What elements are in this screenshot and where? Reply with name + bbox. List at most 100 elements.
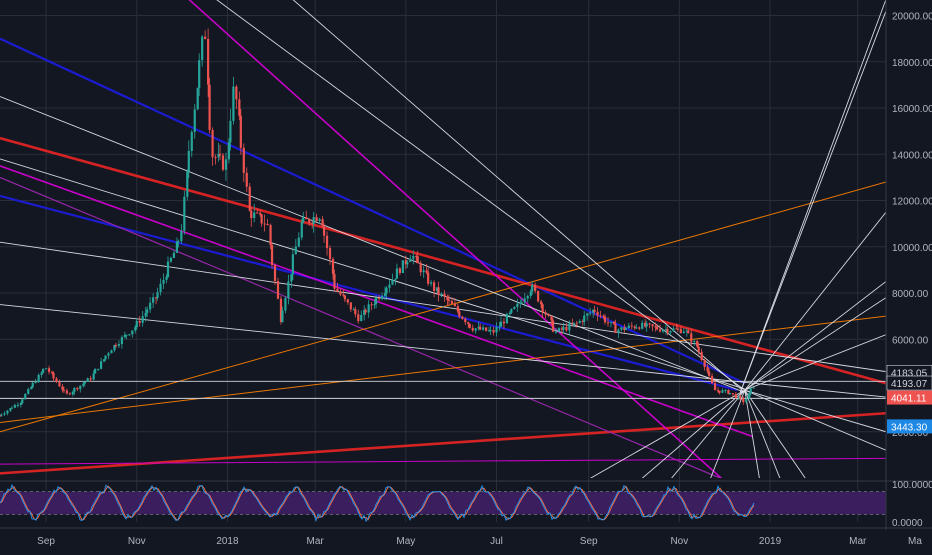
candle-body: [596, 311, 599, 316]
candle-body: [34, 382, 37, 384]
candle-body: [693, 340, 696, 342]
candle-body: [134, 327, 137, 331]
candle-body: [172, 252, 176, 258]
candle-body: [325, 235, 329, 249]
candle-body: [99, 361, 103, 369]
candle-body: [266, 223, 269, 225]
candle-body: [502, 321, 506, 324]
candle-body: [227, 142, 231, 160]
candle-body: [82, 383, 85, 386]
trendline: [188, 0, 723, 478]
candle-body: [193, 109, 196, 132]
candle-body: [658, 329, 662, 332]
candle-body: [456, 306, 459, 312]
y-tick-label: 10000.00: [892, 243, 932, 254]
x-tick-label: May: [396, 536, 415, 547]
candle-body: [724, 390, 727, 392]
candle-body: [624, 328, 627, 330]
candle-body: [269, 224, 272, 246]
candle-body: [721, 390, 724, 393]
candle-body: [638, 327, 641, 329]
trendline: [641, 389, 746, 478]
candle-body: [180, 230, 183, 242]
candle-body: [65, 390, 68, 394]
candle-body: [581, 321, 584, 323]
candle-body: [687, 330, 690, 334]
x-tick-label: Mar: [849, 536, 867, 547]
candle-body: [690, 333, 693, 342]
candle-body: [602, 315, 605, 317]
candle-body: [633, 326, 636, 329]
candle-body: [401, 260, 404, 274]
candle-body: [388, 284, 391, 288]
candle-body: [62, 389, 66, 391]
candle-body: [508, 312, 511, 315]
price-label: 3443.30: [891, 422, 928, 433]
candle-body: [352, 309, 355, 311]
candle-body: [467, 322, 470, 324]
candle-body: [583, 315, 586, 322]
candle-body: [297, 237, 300, 247]
candle-body: [565, 327, 568, 331]
candle-body: [679, 328, 682, 333]
candle-body: [218, 153, 222, 156]
candle-body: [68, 393, 71, 395]
candle-body: [342, 294, 345, 296]
candle-body: [360, 314, 363, 322]
candle-body: [485, 327, 488, 331]
price-label-box: [887, 419, 932, 434]
candle-body: [201, 36, 204, 61]
candle-body: [287, 281, 290, 299]
trendline: [589, 389, 745, 478]
candle-body: [305, 217, 308, 220]
candle-body: [44, 368, 48, 370]
candle-body: [529, 291, 532, 296]
candle-body: [645, 323, 648, 327]
trendline: [216, 0, 746, 391]
candle-body: [575, 322, 578, 324]
candle-body: [245, 172, 248, 187]
candle-body: [464, 318, 467, 323]
candle-body: [9, 408, 12, 411]
candle-body: [40, 372, 43, 375]
candle-body: [537, 291, 540, 302]
trendline: [744, 390, 760, 478]
candle-body: [550, 315, 553, 321]
candle-body: [239, 115, 242, 148]
candle-body: [554, 331, 558, 333]
candlesticks: [0, 28, 755, 417]
x-tick-label: Ma: [908, 536, 922, 547]
candle-body: [154, 297, 158, 299]
trendline: [0, 37, 746, 385]
candle-body: [284, 298, 287, 311]
candle-body: [37, 374, 40, 383]
candle-body: [489, 330, 492, 332]
candle-body: [739, 396, 742, 399]
trendline: [0, 457, 886, 465]
candle-body: [120, 337, 123, 345]
y-tick-label: 14000.00: [892, 150, 932, 161]
candle-body: [617, 329, 620, 333]
candle-body: [156, 292, 159, 298]
candle-body: [149, 302, 152, 310]
candle-body: [146, 309, 149, 313]
candle-body: [425, 270, 428, 273]
candle-body: [487, 330, 491, 332]
trendline: [0, 136, 886, 385]
candle-body: [728, 393, 732, 395]
candle-body: [731, 393, 734, 395]
candle-body: [682, 331, 685, 333]
candle-body: [13, 404, 16, 408]
y-tick-label: 6000.00: [892, 335, 929, 346]
candle-body: [276, 280, 280, 299]
candle-body: [654, 326, 657, 328]
candle-body: [217, 153, 220, 158]
candle-body: [238, 99, 241, 116]
candle-body: [16, 404, 19, 406]
candle-body: [79, 385, 82, 390]
candle-body: [104, 355, 107, 360]
candle-body: [482, 327, 485, 330]
candle-body: [519, 302, 522, 304]
y-tick-label: 8000.00: [892, 289, 929, 300]
